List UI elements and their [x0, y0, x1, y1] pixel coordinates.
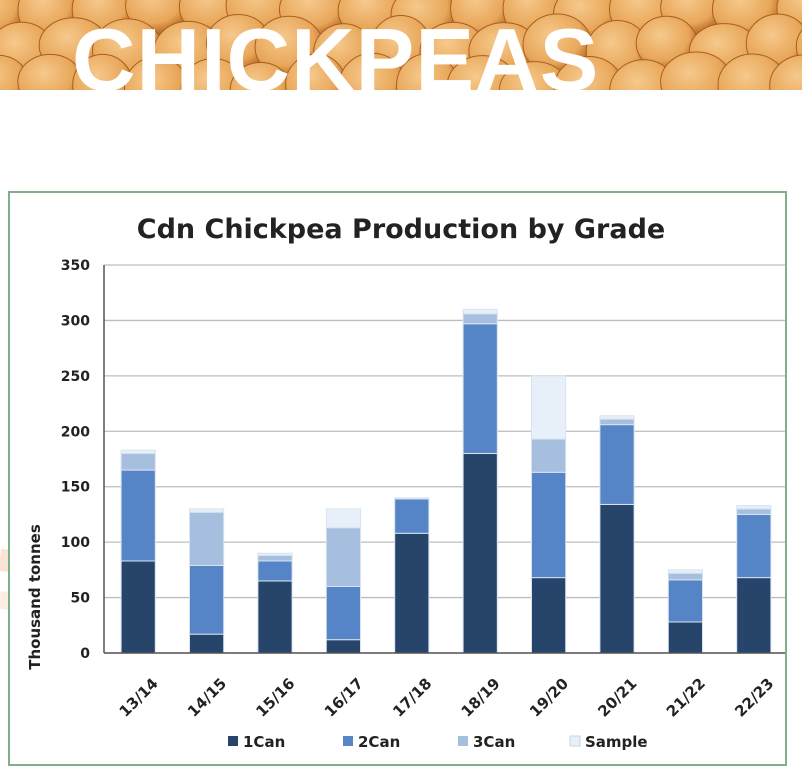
bar-1can-13-14	[120, 560, 156, 654]
legend-swatch-2can	[343, 736, 353, 746]
bar-2can-20-21	[599, 424, 635, 505]
chart-title: Cdn Chickpea Production by Grade	[137, 214, 665, 245]
chart-frame: Cdn Chickpea Production by Grade 0 50 100 1…	[8, 191, 787, 766]
stacked-bar-chart: Cdn Chickpea Production by Grade 0 50 100 1…	[26, 214, 785, 751]
bar-2can-18-19	[462, 323, 498, 454]
bar-1can-19-20	[531, 577, 567, 654]
bars-layer	[120, 308, 772, 654]
x-tick-label: 13/14	[116, 674, 162, 720]
bar-sample-16-17	[325, 508, 361, 529]
bar-1can-21-22	[667, 621, 703, 654]
chickpea-grain	[769, 54, 802, 90]
y-tick-label: 150	[61, 480, 90, 496]
bar-3can-16-17	[325, 527, 361, 587]
chickpea-photo	[0, 0, 802, 90]
bar-2can-14-15	[189, 564, 225, 635]
y-axis-label: Thousand tonnes	[26, 524, 44, 670]
bar-3can-22-23	[736, 508, 772, 515]
y-tick-label: 100	[61, 535, 90, 551]
bar-1can-14-15	[189, 633, 225, 654]
y-tick-label: 50	[71, 591, 91, 607]
legend-label-3can: 3Can	[473, 733, 515, 751]
bar-1can-16-17	[325, 639, 361, 654]
x-tick-label: 17/18	[389, 674, 435, 720]
banner: CHICKPEAS	[0, 0, 802, 90]
bar-2can-15-16	[257, 560, 293, 582]
legend: 1Can 2Can 3Can Sample	[228, 733, 648, 751]
x-tick-label: 16/17	[321, 674, 367, 720]
legend-swatch-sample	[569, 735, 581, 747]
bar-sample-17-18	[394, 497, 430, 500]
bar-sample-22-23	[736, 505, 772, 510]
bar-1can-15-16	[257, 580, 293, 654]
bar-2can-21-22	[667, 579, 703, 623]
x-tick-label: 14/15	[184, 674, 230, 720]
bar-sample-21-22	[667, 569, 703, 574]
legend-label-2can: 2Can	[358, 733, 400, 751]
bar-2can-13-14	[120, 469, 156, 562]
bar-sample-15-16	[257, 552, 293, 556]
y-tick-label: 250	[61, 369, 90, 385]
bar-2can-17-18	[394, 498, 430, 534]
bar-sample-18-19	[462, 308, 498, 315]
bar-3can-15-16	[257, 554, 293, 562]
bar-sample-19-20	[531, 375, 567, 440]
bar-sample-13-14	[120, 449, 156, 454]
x-tick-label: 22/23	[731, 674, 777, 720]
x-tick-label: 15/16	[252, 674, 298, 720]
x-tick-label: 19/20	[526, 674, 572, 720]
x-tick-label: 20/21	[594, 674, 640, 720]
bar-1can-22-23	[736, 577, 772, 654]
bar-3can-21-22	[667, 572, 703, 581]
legend-label-sample: Sample	[585, 733, 648, 751]
y-tick-label: 0	[80, 646, 90, 662]
bar-sample-20-21	[599, 415, 635, 420]
bar-2can-16-17	[325, 585, 361, 641]
bar-3can-18-19	[462, 313, 498, 325]
bar-2can-22-23	[736, 513, 772, 579]
bar-1can-18-19	[462, 452, 498, 654]
bar-3can-20-21	[599, 418, 635, 426]
chickpea-grain	[498, 61, 571, 90]
y-tick-label: 300	[61, 313, 90, 329]
x-tick-label: 18/19	[458, 674, 504, 720]
bar-3can-19-20	[531, 438, 567, 473]
bar-1can-20-21	[599, 503, 635, 654]
legend-swatch-1can	[228, 736, 238, 746]
legend-swatch-3can	[458, 736, 468, 746]
bar-3can-14-15	[189, 511, 225, 566]
y-tick-label: 350	[61, 258, 90, 274]
bar-sample-14-15	[189, 508, 225, 513]
y-tick-label: 200	[61, 424, 90, 440]
bar-3can-13-14	[120, 452, 156, 471]
banner-title: CHICKPEAS	[72, 10, 600, 90]
bar-2can-19-20	[531, 471, 567, 579]
bar-1can-17-18	[394, 532, 430, 654]
x-tick-label: 21/22	[663, 674, 709, 720]
legend-label-1can: 1Can	[243, 733, 285, 751]
